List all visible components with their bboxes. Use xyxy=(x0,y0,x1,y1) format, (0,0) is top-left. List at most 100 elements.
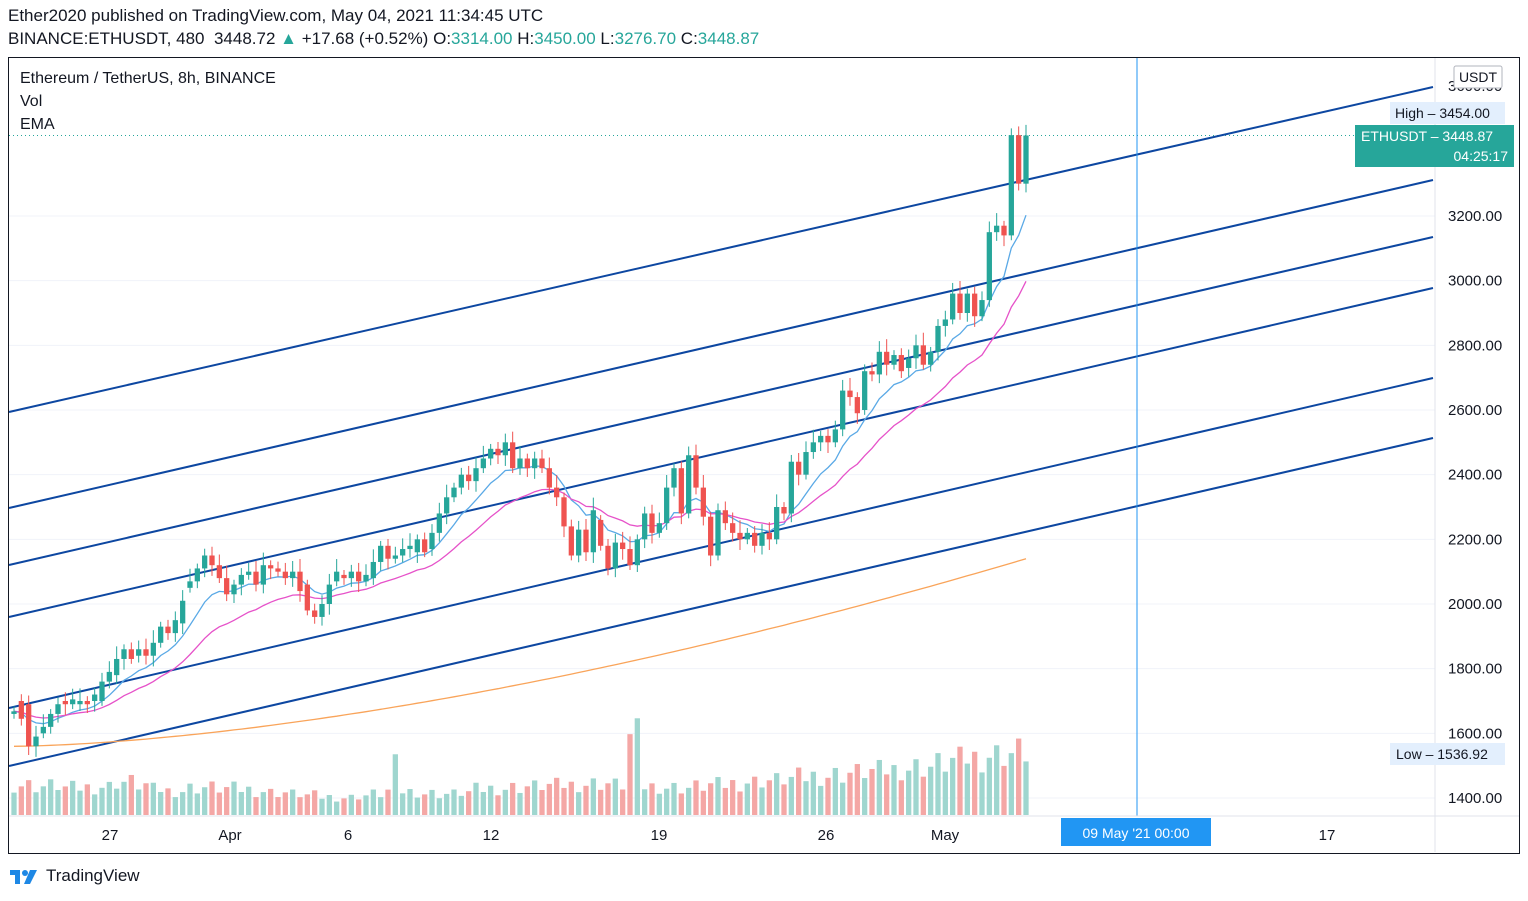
volume-bar xyxy=(766,780,772,815)
candle-body xyxy=(972,293,978,317)
legend-volume[interactable]: Vol xyxy=(20,93,43,110)
candle-body xyxy=(979,300,985,317)
candle-body xyxy=(422,539,428,553)
volume-bar xyxy=(642,789,648,815)
x-tick-label: 27 xyxy=(102,827,119,844)
volume-bar xyxy=(26,780,32,815)
chart-legend-title[interactable]: Ethereum / TetherUS, 8h, BINANCE xyxy=(20,70,276,87)
volume-bar xyxy=(700,790,706,815)
volume-bar xyxy=(319,798,325,815)
volume-bar xyxy=(854,764,860,815)
volume-bar xyxy=(356,799,362,815)
volume-bar xyxy=(891,765,897,815)
candle-body xyxy=(546,468,552,488)
y-tick-label: 2000.00 xyxy=(1448,596,1502,613)
candle-body xyxy=(634,539,640,566)
candle-body xyxy=(341,574,347,579)
candle-body xyxy=(1008,135,1014,236)
candle-body xyxy=(686,455,692,514)
candle-body xyxy=(627,549,633,566)
volume-bar xyxy=(172,797,178,815)
candle-body xyxy=(964,293,970,313)
candle-body xyxy=(268,565,274,569)
candle-body xyxy=(216,565,222,579)
candle-body xyxy=(187,581,193,588)
publish-info: Ether2020 published on TradingView.com, … xyxy=(8,6,544,25)
candle-body xyxy=(774,507,780,540)
candle-body xyxy=(312,610,318,617)
last-price-text: ETHUSDT – 3448.87 xyxy=(1361,128,1493,144)
volume-bar xyxy=(385,789,391,815)
volume-bar xyxy=(348,794,354,815)
candle-body xyxy=(928,351,934,365)
volume-bar xyxy=(224,787,230,815)
volume-bar xyxy=(649,783,655,815)
volume-bar xyxy=(810,771,816,815)
high-marker xyxy=(1390,102,1505,124)
channel-line xyxy=(8,377,1434,709)
candle-body xyxy=(612,542,618,569)
candle-body xyxy=(502,442,508,456)
candle-body xyxy=(62,701,68,705)
close-label: C: xyxy=(680,29,698,48)
candle-body xyxy=(994,225,1000,233)
volume-bar xyxy=(238,791,244,815)
volume-bar xyxy=(1016,738,1022,815)
y-tick-label: 2200.00 xyxy=(1448,531,1502,548)
footer-brand[interactable]: TradingView xyxy=(8,866,140,886)
volume-bar xyxy=(40,786,46,815)
close-value: 3448.87 xyxy=(697,29,760,48)
candle-body xyxy=(744,532,750,540)
candle-body xyxy=(99,681,105,701)
candle-body xyxy=(444,497,450,514)
candle-body xyxy=(378,545,384,562)
candle-body xyxy=(370,561,376,579)
countdown-text: 04:25:17 xyxy=(1454,148,1509,164)
volume-bar xyxy=(803,781,809,815)
volume-bar xyxy=(935,753,941,815)
volume-bar xyxy=(106,781,112,815)
ema-slow-line xyxy=(13,558,1027,747)
volume-bar xyxy=(840,782,846,815)
channel-line xyxy=(8,437,1434,767)
volume-bar xyxy=(422,794,428,815)
volume-bar xyxy=(898,780,904,815)
volume-bar xyxy=(546,783,552,815)
candle-body xyxy=(334,571,340,582)
high-label-text: High – 3454.00 xyxy=(1395,105,1490,121)
volume-bar xyxy=(671,782,677,815)
volume-bar xyxy=(634,718,640,815)
crosshair-time-text: 09 May '21 00:00 xyxy=(1083,825,1190,841)
candle-body xyxy=(920,345,926,365)
candle-body xyxy=(282,571,288,579)
channel-line xyxy=(8,86,1434,413)
legend-ema[interactable]: EMA xyxy=(20,116,55,133)
candle-body xyxy=(818,435,824,443)
candle-body xyxy=(348,571,354,579)
price-change: +17.68 (+0.52%) xyxy=(301,29,429,48)
candle-body xyxy=(458,474,464,488)
volume-bar xyxy=(407,789,413,815)
volume-bar xyxy=(678,793,684,815)
volume-bar xyxy=(282,792,288,815)
volume-bar xyxy=(444,793,450,815)
candle-body xyxy=(862,371,868,410)
volume-bar xyxy=(194,793,200,815)
low-label-text: Low – 1536.92 xyxy=(1396,746,1488,762)
candle-body xyxy=(840,390,846,430)
volume-bar xyxy=(876,759,882,815)
currency-box[interactable] xyxy=(1453,65,1503,89)
volume-bar xyxy=(964,763,970,815)
volume-bar xyxy=(942,771,948,815)
candle-body xyxy=(605,545,611,569)
volume-bar xyxy=(392,754,398,815)
last-price-marker xyxy=(1355,125,1514,167)
volume-bar xyxy=(290,789,296,815)
volume-bar xyxy=(598,789,604,815)
volume-bar xyxy=(656,793,662,815)
volume-bar xyxy=(334,801,340,815)
candle-body xyxy=(385,545,391,559)
candle-body xyxy=(766,532,772,540)
candle-body xyxy=(942,319,948,326)
